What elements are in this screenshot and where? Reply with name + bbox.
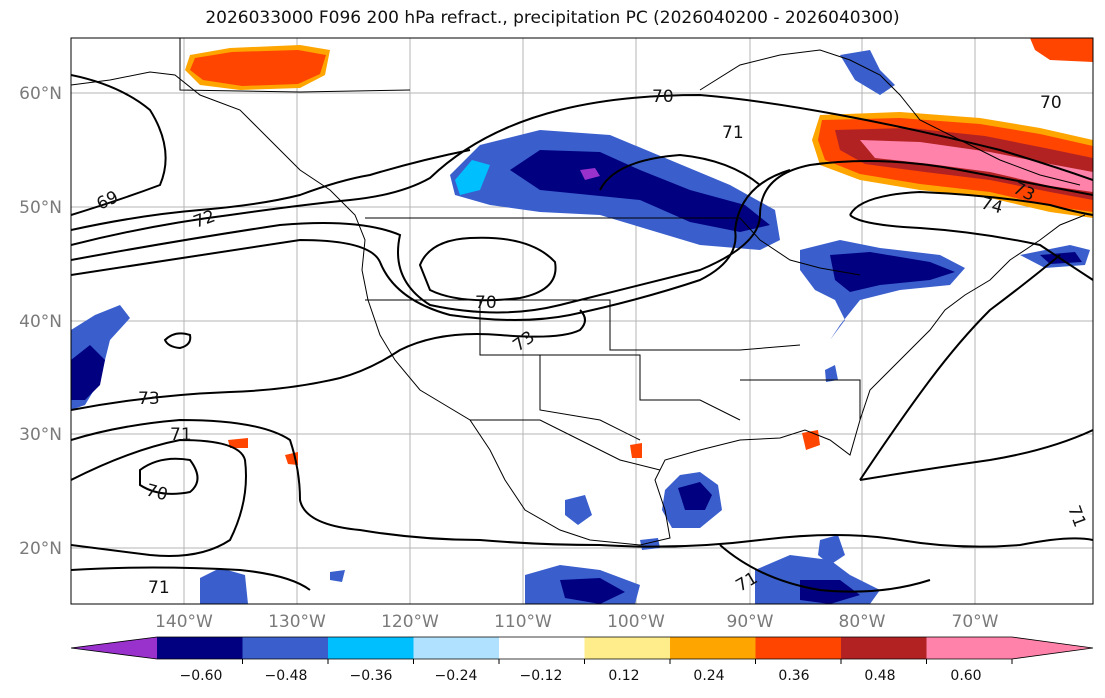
colorbar-tick: 0.36 xyxy=(778,668,809,684)
lat-label: 60°N xyxy=(19,84,62,104)
lat-label: 30°N xyxy=(19,425,62,445)
colorbar-swatch xyxy=(841,637,927,659)
contour-label: 71 xyxy=(170,425,192,445)
lon-label: 80°W xyxy=(839,612,886,632)
colorbar-tick: 0.24 xyxy=(693,668,724,684)
lon-label: 110°W xyxy=(494,612,552,632)
colorbar-extend-high xyxy=(926,637,1093,659)
colorbar-tick: −0.24 xyxy=(435,668,478,684)
precip-negative-areas xyxy=(71,50,1090,604)
colorbar-tick: 0.60 xyxy=(950,668,981,684)
refractivity-contours xyxy=(71,74,1093,593)
lon-label: 100°W xyxy=(607,612,665,632)
lat-label: 20°N xyxy=(19,539,62,559)
contour-label: 71 xyxy=(148,578,170,598)
contour-label: 70 xyxy=(475,293,497,313)
coastlines xyxy=(71,38,1086,546)
lon-label: 70°W xyxy=(952,612,999,632)
contour-label: 70 xyxy=(652,87,674,107)
colorbar: −0.60 −0.48 −0.36 −0.24 −0.12 0.12 0.24 … xyxy=(70,636,1094,684)
colorbar-tick: 0.12 xyxy=(608,668,639,684)
contour-label: 70 xyxy=(1040,93,1062,113)
colorbar-swatch xyxy=(157,637,243,659)
colorbar-swatch xyxy=(328,637,414,659)
lon-label: 130°W xyxy=(268,612,326,632)
map-frame xyxy=(70,37,1094,605)
contour-label: 73 xyxy=(138,389,160,409)
lon-label: 90°W xyxy=(727,612,774,632)
map-title: 2026033000 F096 200 hPa refract., precip… xyxy=(205,8,900,28)
contour-label: 71 xyxy=(722,123,744,143)
lon-label: 140°W xyxy=(155,612,213,632)
colorbar-tick: −0.12 xyxy=(520,668,563,684)
colorbar-swatch xyxy=(499,637,585,659)
colorbar-swatch xyxy=(413,637,499,659)
lon-label: 120°W xyxy=(381,612,439,632)
colorbar-swatch xyxy=(584,637,670,659)
colorbar-swatch xyxy=(755,637,841,659)
latitude-labels: 60°N 50°N 40°N 30°N 20°N xyxy=(19,84,62,559)
colorbar-tick: −0.48 xyxy=(265,668,308,684)
longitude-labels: 140°W 130°W 120°W 110°W 100°W 90°W 80°W … xyxy=(155,612,999,632)
colorbar-swatch xyxy=(670,637,756,659)
colorbar-tick: −0.60 xyxy=(180,668,223,684)
colorbar-tick: −0.36 xyxy=(350,668,393,684)
colorbar-swatch xyxy=(242,637,328,659)
lat-label: 50°N xyxy=(19,198,62,218)
colorbar-tick: 0.48 xyxy=(864,668,895,684)
colorbar-extend-low xyxy=(71,637,157,659)
graticule xyxy=(71,38,1093,604)
lat-label: 40°N xyxy=(19,312,62,332)
